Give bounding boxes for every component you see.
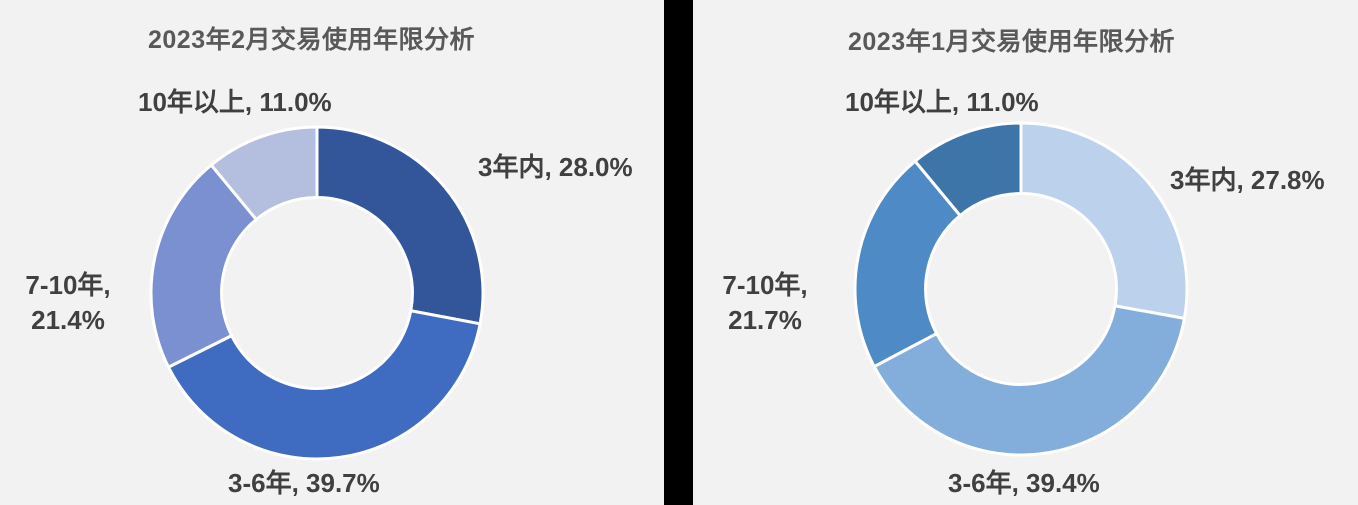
data-label-feb-3nian: 3年内, 28.0%	[478, 152, 633, 182]
donut-segment-3年内	[1019, 121, 1189, 320]
donut-segment-3-6年	[872, 304, 1186, 457]
donut-chart-feb	[149, 125, 485, 461]
donut-segment-10年以上	[913, 121, 1023, 217]
data-label-jan-710: 7-10年, 21.7%	[705, 268, 825, 338]
donut-segment-3年内	[315, 125, 485, 326]
chart-title-feb: 2023年2月交易使用年限分析	[148, 26, 476, 54]
data-label-jan-36: 3-6年, 39.4%	[948, 468, 1100, 498]
data-label-feb-710: 7-10年, 21.4%	[8, 268, 128, 338]
data-label-feb-36: 3-6年, 39.7%	[228, 468, 380, 498]
data-label-feb-10plus: 10年以上, 11.0%	[138, 87, 332, 117]
panel-divider	[664, 0, 693, 505]
data-label-feb-710-line1: 7-10年,	[25, 270, 111, 300]
data-label-jan-3nian: 3年内, 27.8%	[1170, 165, 1325, 195]
data-label-feb-710-line2: 21.4%	[31, 305, 105, 335]
chart-title-jan: 2023年1月交易使用年限分析	[848, 28, 1176, 56]
donut-segment-7-10年	[149, 163, 258, 369]
donut-segment-3-6年	[166, 309, 482, 461]
data-label-jan-710-line2: 21.7%	[728, 305, 802, 335]
data-label-jan-710-line1: 7-10年,	[722, 270, 808, 300]
donut-segment-7-10年	[853, 159, 962, 369]
donut-chart-jan	[853, 121, 1189, 457]
donut-segment-10年以上	[209, 125, 319, 221]
data-label-jan-10plus: 10年以上, 11.0%	[845, 87, 1039, 117]
